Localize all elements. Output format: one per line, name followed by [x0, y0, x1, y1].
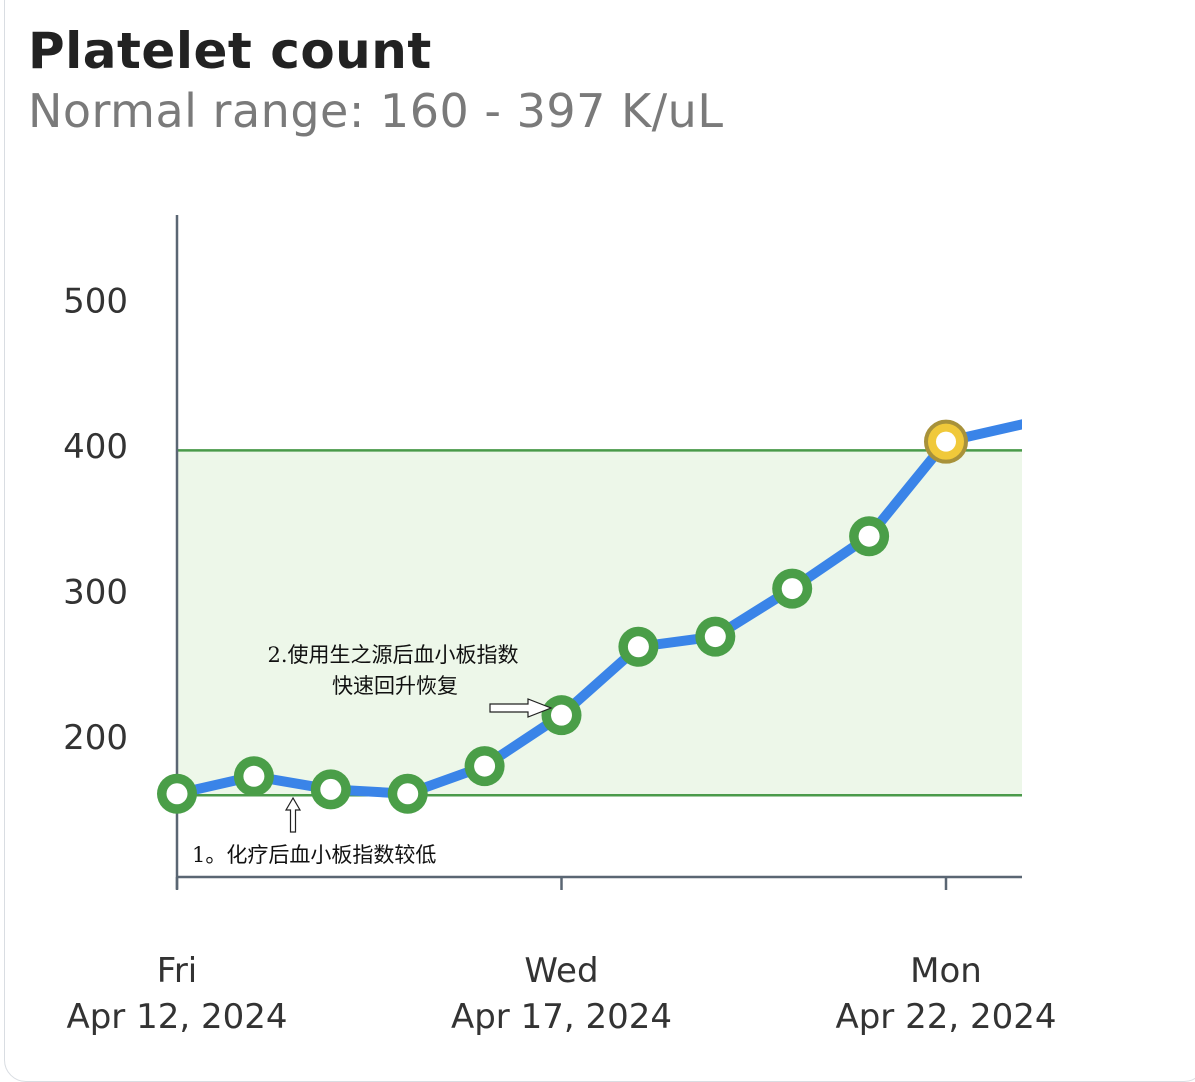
annotation-low-text: 1。化疗后血小板指数较低 — [192, 843, 436, 867]
x-tick-day-label: Mon — [910, 951, 982, 991]
chart-title: Platelet count — [28, 22, 432, 80]
y-tick-label: 400 — [63, 427, 128, 467]
annotation-right-arrow — [489, 698, 553, 718]
data-point-marker-center — [166, 783, 188, 805]
data-point-marker-center — [704, 626, 726, 648]
y-tick-label: 500 — [63, 282, 128, 322]
data-point-marker-center — [858, 525, 880, 547]
x-tick-date-label: Apr 22, 2024 — [835, 997, 1056, 1037]
data-point-marker-center — [551, 704, 572, 726]
y-tick-label: 200 — [63, 718, 128, 758]
y-tick-label: 300 — [63, 573, 128, 613]
x-tick-date-label: Apr 17, 2024 — [451, 997, 672, 1037]
data-point-marker-center — [474, 755, 496, 777]
annotation-up-arrow — [284, 796, 302, 833]
data-point-marker-center — [243, 765, 265, 787]
data-point-marker-center — [627, 636, 649, 658]
normal-range-subtitle: Normal range: 160 - 397 K/uL — [28, 84, 724, 138]
platelet-line-chart: 200 300 400 500 Fri Apr 12, 2024 Wed Apr 17, 20… — [63, 215, 1057, 1037]
normal-range-band — [177, 450, 1022, 796]
annotation-recovery-text-line1: 2.使用生之源后血小板指数 — [267, 643, 518, 667]
x-tick-day-label: Fri — [157, 951, 198, 991]
data-point-marker-center — [781, 578, 803, 600]
data-point-marker-center — [320, 778, 342, 800]
x-tick-day-label: Wed — [524, 951, 598, 991]
data-point-marker-center — [936, 431, 956, 452]
annotation-recovery-text-line2: 快速回升恢复 — [332, 674, 458, 698]
data-point-marker-center — [397, 783, 419, 805]
x-tick-date-label: Apr 12, 2024 — [66, 997, 287, 1037]
